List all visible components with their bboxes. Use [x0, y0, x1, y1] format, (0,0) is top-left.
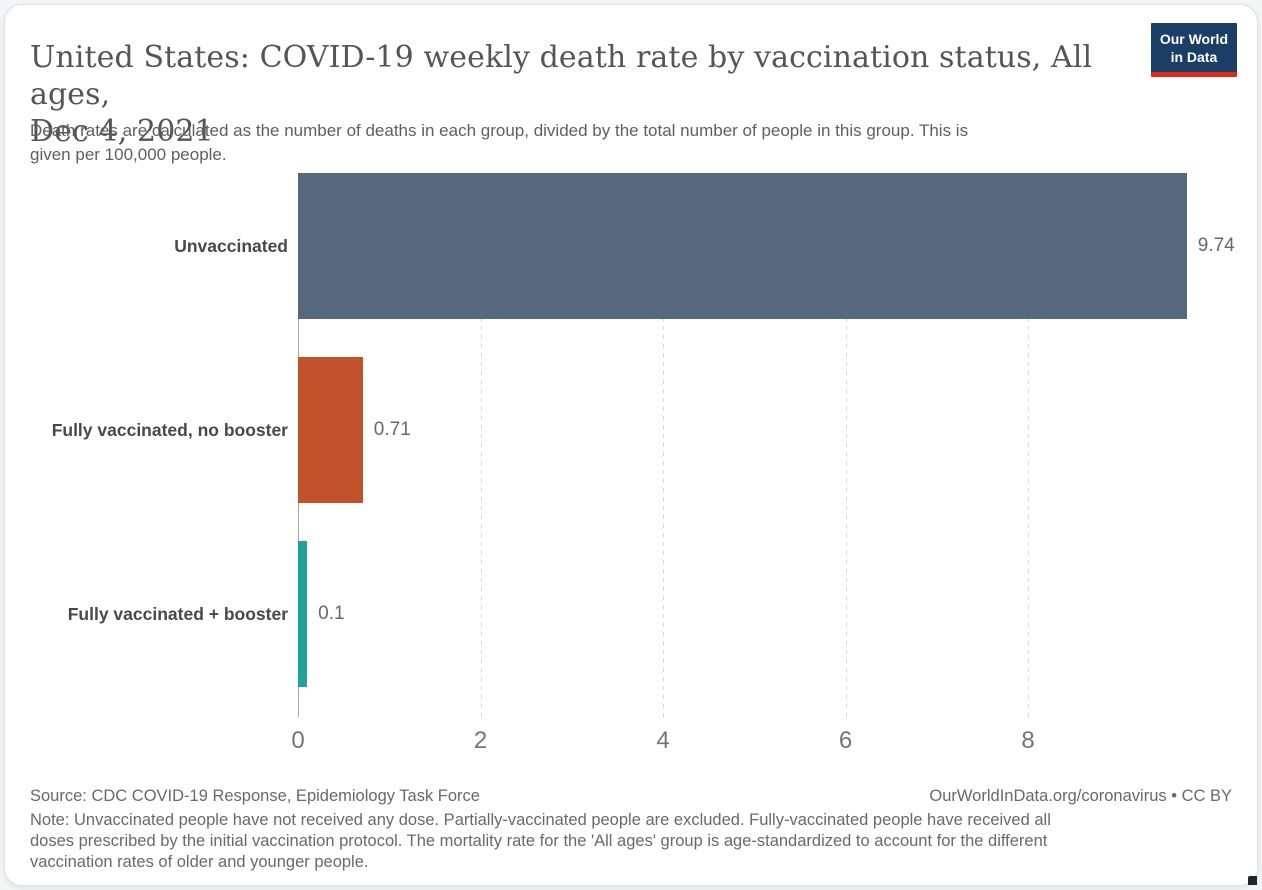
category-label-fully-vaccinated-booster: Fully vaccinated + booster: [67, 603, 288, 624]
chart-subtitle-line1: Death rates are calculated as the number…: [30, 121, 969, 140]
screenshot-crop-artifact: [1248, 876, 1257, 885]
license-text: OurWorldInData.org/coronavirus • CC BY: [929, 787, 1232, 805]
x-axis-tick-label: 6: [838, 727, 853, 754]
x-axis-tick-label: 0: [291, 727, 305, 754]
gridline-x4: [663, 173, 664, 717]
chart-title-line1: United States: COVID-19 weekly death rat…: [30, 40, 1093, 113]
chart-card: United States: COVID-19 weekly death rat…: [4, 4, 1258, 886]
x-axis-tick-label: 2: [473, 727, 488, 754]
note-line2: doses prescribed by the initial vaccinat…: [30, 832, 1048, 850]
chart-title-line2: Dec 4, 2021: [30, 114, 214, 150]
bar-chart-plot-area: 0 2 4 6 8 Unvaccinated 9.74 Fully vaccinated, n…: [5, 163, 1257, 763]
chart-subtitle-line2: given per 100,000 people.: [30, 145, 227, 164]
owid-logo-line1: Our World: [1159, 31, 1228, 47]
gridline-x8: [1028, 173, 1029, 717]
bar-fully-vaccinated-booster[interactable]: [298, 541, 308, 687]
chart-title: United States: COVID-19 weekly death rat…: [30, 39, 1127, 150]
note-line1: Note: Unvaccinated people have not recei…: [30, 811, 1051, 829]
gridline-x6: [845, 173, 847, 717]
x-axis-tick-label: 4: [656, 727, 670, 754]
x-axis-tick-label: 8: [1021, 727, 1035, 754]
category-label-unvaccinated: Unvaccinated: [174, 235, 288, 256]
owid-logo-line2: in Data: [1170, 49, 1218, 65]
category-label-fully-vaccinated-no-booster: Fully vaccinated, no booster: [51, 419, 288, 440]
bar-unvaccinated[interactable]: [298, 173, 1187, 319]
bar-fully-vaccinated-no-booster[interactable]: [298, 357, 363, 503]
value-label-unvaccinated: 9.74: [1197, 235, 1235, 256]
note-text: Note: Unvaccinated people have not recei…: [30, 810, 1232, 873]
chart-footer: Source: CDC COVID-19 Response, Epidemiol…: [30, 786, 1232, 873]
source-text: Source: CDC COVID-19 Response, Epidemiol…: [30, 787, 480, 805]
owid-logo: Our World in Data: [1150, 23, 1237, 77]
note-line3: vaccination rates of older and younger p…: [30, 853, 369, 871]
chart-subtitle: Death rates are calculated as the number…: [30, 119, 968, 167]
value-label-fully-vaccinated-booster: 0.1: [318, 603, 345, 624]
gridline-x2: [480, 173, 482, 717]
value-label-fully-vaccinated-no-booster: 0.71: [373, 419, 411, 440]
